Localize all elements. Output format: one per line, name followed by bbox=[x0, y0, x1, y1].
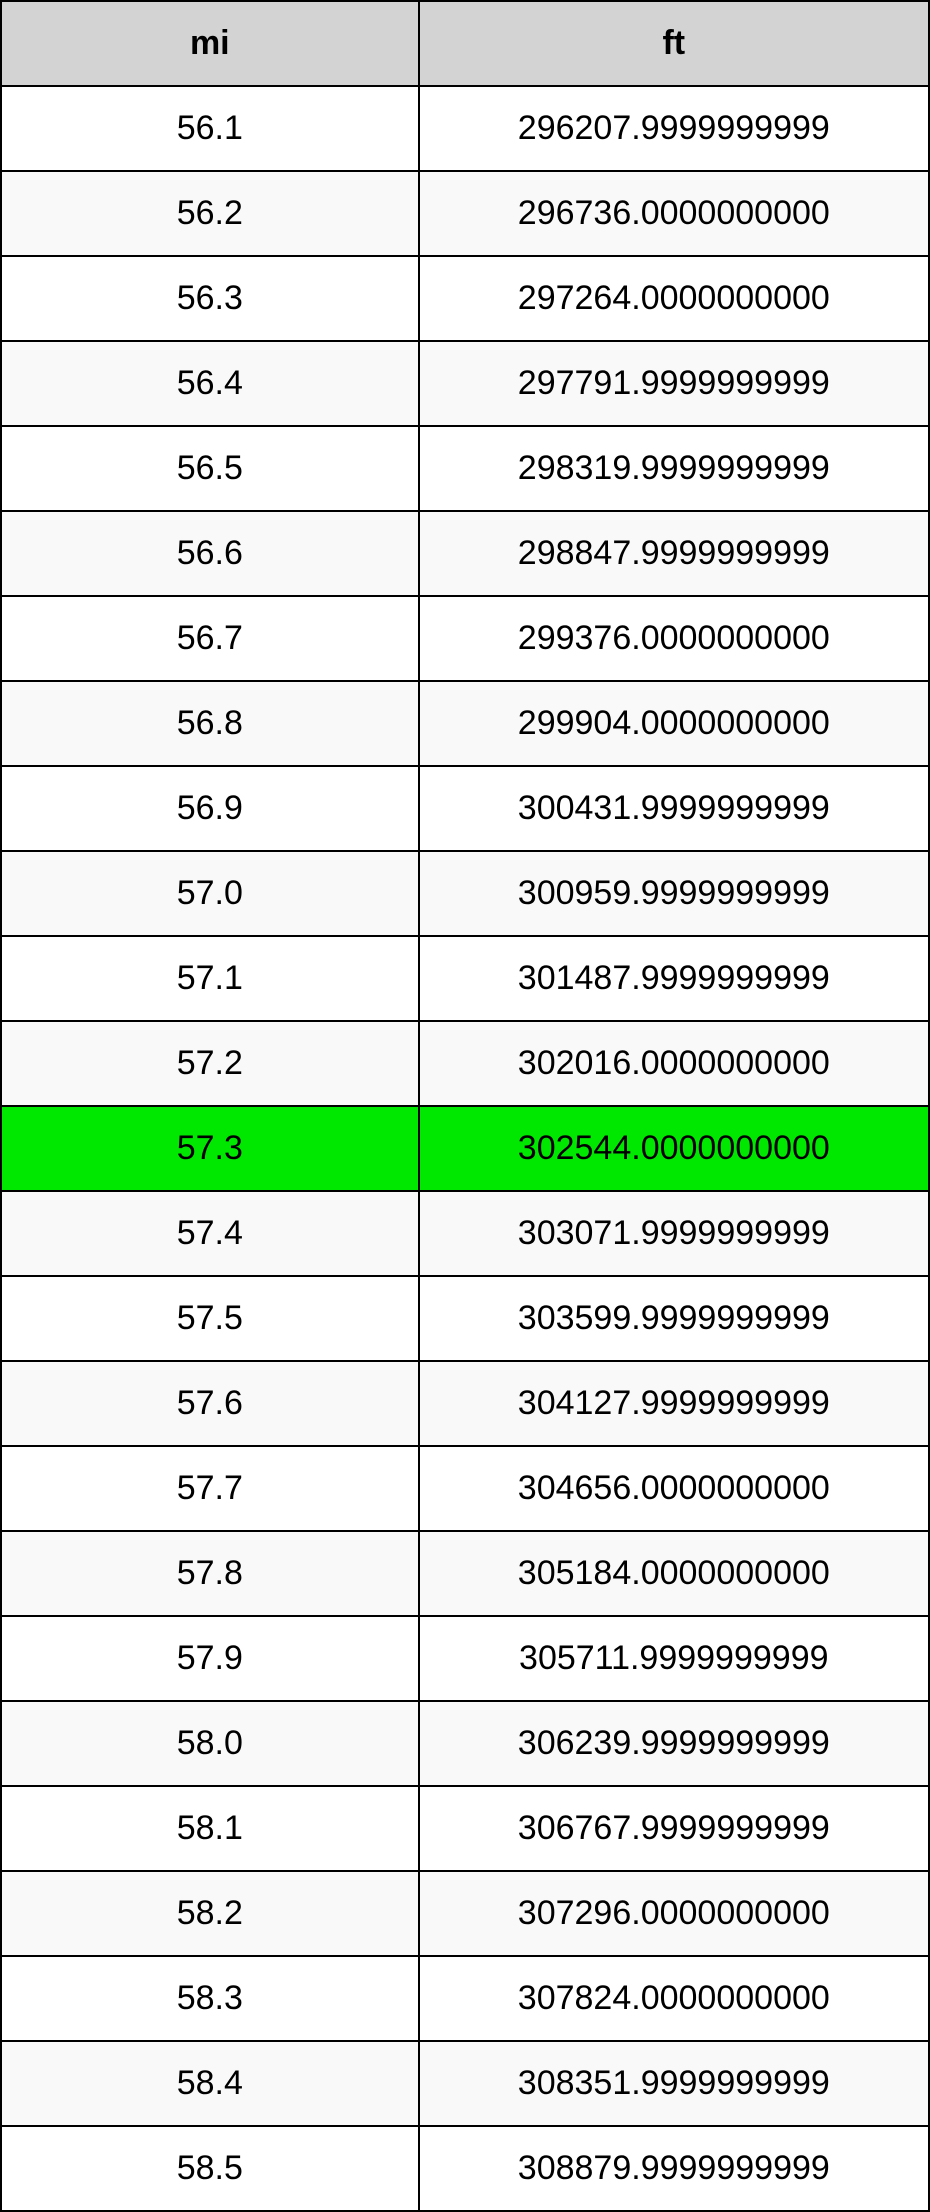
cell-mi: 56.7 bbox=[1, 596, 419, 681]
table-row: 56.5298319.9999999999 bbox=[1, 426, 929, 511]
cell-ft: 300431.9999999999 bbox=[419, 766, 929, 851]
column-header-mi: mi bbox=[1, 1, 419, 86]
table-row: 56.2296736.0000000000 bbox=[1, 171, 929, 256]
cell-mi: 56.6 bbox=[1, 511, 419, 596]
cell-ft: 304127.9999999999 bbox=[419, 1361, 929, 1446]
table-row: 58.2307296.0000000000 bbox=[1, 1871, 929, 1956]
cell-ft: 302016.0000000000 bbox=[419, 1021, 929, 1106]
table-row: 56.7299376.0000000000 bbox=[1, 596, 929, 681]
cell-mi: 56.1 bbox=[1, 86, 419, 171]
table-row: 56.6298847.9999999999 bbox=[1, 511, 929, 596]
table-row: 57.6304127.9999999999 bbox=[1, 1361, 929, 1446]
cell-ft: 297264.0000000000 bbox=[419, 256, 929, 341]
table-row: 58.3307824.0000000000 bbox=[1, 1956, 929, 2041]
cell-ft: 298319.9999999999 bbox=[419, 426, 929, 511]
cell-ft: 307824.0000000000 bbox=[419, 1956, 929, 2041]
cell-ft: 308879.9999999999 bbox=[419, 2126, 929, 2211]
table-row: 56.3297264.0000000000 bbox=[1, 256, 929, 341]
table-row: 56.8299904.0000000000 bbox=[1, 681, 929, 766]
table-row: 58.1306767.9999999999 bbox=[1, 1786, 929, 1871]
cell-ft: 304656.0000000000 bbox=[419, 1446, 929, 1531]
table-header-row: mi ft bbox=[1, 1, 929, 86]
cell-mi: 57.1 bbox=[1, 936, 419, 1021]
table-row: 57.9305711.9999999999 bbox=[1, 1616, 929, 1701]
cell-mi: 56.2 bbox=[1, 171, 419, 256]
table-row: 56.4297791.9999999999 bbox=[1, 341, 929, 426]
table-row: 57.0300959.9999999999 bbox=[1, 851, 929, 936]
cell-mi: 58.1 bbox=[1, 1786, 419, 1871]
table-row: 57.3302544.0000000000 bbox=[1, 1106, 929, 1191]
table-body: 56.1296207.999999999956.2296736.00000000… bbox=[1, 86, 929, 2211]
table-row: 57.7304656.0000000000 bbox=[1, 1446, 929, 1531]
cell-mi: 58.5 bbox=[1, 2126, 419, 2211]
cell-ft: 303599.9999999999 bbox=[419, 1276, 929, 1361]
table-row: 58.5308879.9999999999 bbox=[1, 2126, 929, 2211]
cell-mi: 57.0 bbox=[1, 851, 419, 936]
cell-ft: 308351.9999999999 bbox=[419, 2041, 929, 2126]
table-row: 58.4308351.9999999999 bbox=[1, 2041, 929, 2126]
cell-ft: 306767.9999999999 bbox=[419, 1786, 929, 1871]
cell-mi: 58.4 bbox=[1, 2041, 419, 2126]
cell-ft: 305711.9999999999 bbox=[419, 1616, 929, 1701]
cell-mi: 56.3 bbox=[1, 256, 419, 341]
cell-ft: 297791.9999999999 bbox=[419, 341, 929, 426]
table-row: 57.4303071.9999999999 bbox=[1, 1191, 929, 1276]
cell-mi: 57.2 bbox=[1, 1021, 419, 1106]
table-row: 56.1296207.9999999999 bbox=[1, 86, 929, 171]
cell-mi: 57.3 bbox=[1, 1106, 419, 1191]
table-row: 57.1301487.9999999999 bbox=[1, 936, 929, 1021]
cell-mi: 57.5 bbox=[1, 1276, 419, 1361]
cell-mi: 57.7 bbox=[1, 1446, 419, 1531]
cell-ft: 300959.9999999999 bbox=[419, 851, 929, 936]
table-row: 57.5303599.9999999999 bbox=[1, 1276, 929, 1361]
cell-ft: 299904.0000000000 bbox=[419, 681, 929, 766]
table-row: 58.0306239.9999999999 bbox=[1, 1701, 929, 1786]
column-header-ft: ft bbox=[419, 1, 929, 86]
cell-ft: 296207.9999999999 bbox=[419, 86, 929, 171]
cell-ft: 299376.0000000000 bbox=[419, 596, 929, 681]
cell-ft: 301487.9999999999 bbox=[419, 936, 929, 1021]
cell-ft: 302544.0000000000 bbox=[419, 1106, 929, 1191]
cell-ft: 306239.9999999999 bbox=[419, 1701, 929, 1786]
cell-mi: 56.5 bbox=[1, 426, 419, 511]
cell-ft: 303071.9999999999 bbox=[419, 1191, 929, 1276]
cell-mi: 58.3 bbox=[1, 1956, 419, 2041]
cell-ft: 298847.9999999999 bbox=[419, 511, 929, 596]
conversion-table: mi ft 56.1296207.999999999956.2296736.00… bbox=[0, 0, 930, 2212]
cell-mi: 56.9 bbox=[1, 766, 419, 851]
table-row: 57.2302016.0000000000 bbox=[1, 1021, 929, 1106]
cell-mi: 58.2 bbox=[1, 1871, 419, 1956]
table-row: 57.8305184.0000000000 bbox=[1, 1531, 929, 1616]
cell-mi: 57.9 bbox=[1, 1616, 419, 1701]
cell-ft: 307296.0000000000 bbox=[419, 1871, 929, 1956]
table-row: 56.9300431.9999999999 bbox=[1, 766, 929, 851]
cell-mi: 56.4 bbox=[1, 341, 419, 426]
cell-mi: 58.0 bbox=[1, 1701, 419, 1786]
cell-mi: 57.8 bbox=[1, 1531, 419, 1616]
cell-mi: 56.8 bbox=[1, 681, 419, 766]
cell-ft: 296736.0000000000 bbox=[419, 171, 929, 256]
cell-mi: 57.6 bbox=[1, 1361, 419, 1446]
cell-mi: 57.4 bbox=[1, 1191, 419, 1276]
cell-ft: 305184.0000000000 bbox=[419, 1531, 929, 1616]
